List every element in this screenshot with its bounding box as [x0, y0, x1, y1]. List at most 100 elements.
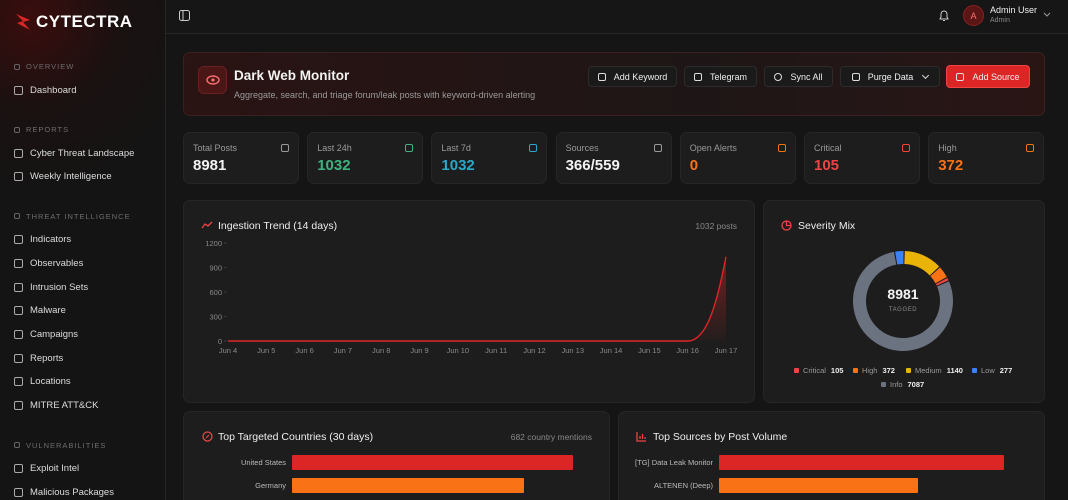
nav-item[interactable]: Observables — [14, 256, 83, 270]
severity-panel: Severity Mix — [763, 200, 1045, 403]
stat-icon — [1026, 144, 1035, 152]
donut-total: 8981 — [887, 286, 918, 302]
nav-icon — [14, 258, 23, 268]
y-tick-label: 600 — [209, 288, 222, 297]
bar-list: [TG] Data Leak Monitor ALTENEN (Deep) — [611, 452, 1031, 500]
stat-icon — [281, 144, 289, 152]
bar-track — [292, 477, 594, 493]
panel-title: Ingestion Trend (14 days) — [218, 220, 338, 232]
nav-label[interactable]: Observables — [30, 257, 84, 269]
nav-item[interactable]: Cyber Threat Landscape — [14, 146, 134, 160]
nav-label[interactable]: Malicious Packages — [30, 486, 114, 498]
legend-name: Critical — [803, 366, 826, 375]
section-label: THREAT INTELLIGENCE — [26, 211, 131, 221]
user-menu-caret[interactable] — [1043, 12, 1051, 18]
panel-title: Top Targeted Countries (30 days) — [218, 431, 374, 443]
bar-label: ALTENEN (Deep) — [653, 480, 713, 490]
nav-item[interactable]: Exploit Intel — [14, 462, 79, 476]
user-role: Admin — [990, 17, 1010, 24]
stat-icon — [529, 144, 538, 152]
stat-value: 105 — [814, 157, 840, 174]
stat-card: Last 24h 1032 — [307, 132, 424, 184]
bar-row: [TG] Data Leak Monitor — [611, 452, 1031, 472]
nav-label[interactable]: Cyber Threat Landscape — [30, 147, 135, 159]
nav-item[interactable]: Indicators — [14, 233, 71, 247]
nav-item[interactable]: Campaigns — [14, 328, 78, 342]
header-button[interactable]: Add Source — [946, 65, 1030, 88]
button-label[interactable]: Telegram — [709, 71, 747, 82]
nav-label[interactable]: Dashboard — [30, 84, 77, 96]
nav-label[interactable]: Malware — [30, 305, 66, 317]
legend-name: High — [862, 366, 877, 375]
x-tick-label: Jun 16 — [676, 346, 699, 355]
button-icon — [774, 72, 783, 81]
header-icon — [198, 66, 227, 94]
x-tick-label: Jun 8 — [372, 346, 390, 355]
header-button[interactable]: Add Keyword — [588, 66, 677, 87]
page-title: Dark Web Monitor — [234, 68, 350, 83]
button-label[interactable]: Add Keyword — [613, 71, 668, 82]
button-icon — [851, 72, 860, 81]
notifications[interactable] — [938, 10, 950, 22]
donut-caption: TAGGED — [889, 307, 918, 313]
nav-icon — [14, 464, 23, 474]
nav-item[interactable]: Reports — [14, 351, 63, 365]
sources-panel: Top Sources by Post Volume [TG] Data Lea… — [618, 411, 1045, 500]
legend-swatch — [906, 368, 911, 373]
header-button[interactable]: Sync All — [764, 66, 833, 87]
nav-item[interactable]: Dashboard — [14, 83, 76, 97]
x-tick-label: Jun 17 — [715, 346, 738, 355]
x-tick-label: Jun 11 — [485, 346, 507, 355]
nav-section-title: THREAT INTELLIGENCE — [14, 212, 131, 221]
nav-label[interactable]: Weekly Intelligence — [30, 171, 112, 183]
legend-swatch — [794, 368, 799, 373]
countries-panel: Top Targeted Countries (30 days) 682 cou… — [183, 411, 610, 500]
nav-item[interactable]: Locations — [14, 375, 71, 389]
button-label[interactable]: Purge Data — [867, 71, 914, 82]
nav-label[interactable]: Reports — [30, 352, 64, 364]
button-label[interactable]: Add Source — [972, 71, 1020, 82]
nav-icon — [14, 172, 23, 182]
x-tick-label: Jun 14 — [600, 346, 623, 355]
nav-item[interactable]: Malware — [14, 304, 66, 318]
nav-item[interactable]: Weekly Intelligence — [14, 170, 112, 184]
panel-title: Severity Mix — [798, 220, 856, 232]
nav-label[interactable]: Intrusion Sets — [30, 281, 89, 293]
nav-label[interactable]: Indicators — [30, 234, 72, 246]
user-name[interactable]: Admin User — [990, 5, 1038, 15]
nav-icon — [14, 401, 23, 411]
section-icon — [14, 63, 20, 70]
stat-card: Critical 105 — [804, 132, 920, 184]
nav-label[interactable]: Locations — [30, 376, 71, 388]
section-icon — [14, 442, 20, 449]
nav-item[interactable]: Malicious Packages — [14, 485, 114, 499]
stat-value: 0 — [689, 157, 699, 174]
stat-value: 366/559 — [565, 157, 620, 174]
panel-subtitle: 1032 posts — [695, 221, 737, 231]
brand: CYTECTRA — [14, 12, 133, 32]
donut-segment — [904, 251, 940, 276]
header-button[interactable]: Telegram — [684, 66, 757, 87]
button-label[interactable]: Sync All — [790, 71, 823, 82]
header-button[interactable]: Purge Data — [840, 66, 940, 87]
x-tick-label: Jun 12 — [523, 346, 546, 355]
legend-swatch — [881, 382, 886, 387]
panel-subtitle: 682 country mentions — [510, 432, 592, 442]
nav-item[interactable]: Intrusion Sets — [14, 280, 88, 294]
stat-icon — [653, 144, 662, 152]
stat-card: Open Alerts 0 — [679, 132, 796, 184]
nav-item[interactable]: MITRE ATT&CK — [14, 399, 98, 413]
legend-swatch — [853, 368, 858, 373]
nav-label[interactable]: MITRE ATT&CK — [30, 400, 99, 412]
stat-label: Total Posts — [193, 143, 238, 153]
brand-logo — [16, 14, 30, 30]
nav-label[interactable]: Exploit Intel — [30, 463, 80, 475]
avatar[interactable]: A — [963, 5, 984, 26]
donut-segment — [895, 251, 904, 265]
nav-label[interactable]: Campaigns — [30, 329, 79, 340]
sidebar-toggle[interactable] — [179, 10, 191, 22]
stat-card: Last 7d 1032 — [431, 132, 548, 184]
nav-section-title: OVERVIEW — [14, 62, 74, 71]
stat-card: High 372 — [928, 132, 1045, 184]
